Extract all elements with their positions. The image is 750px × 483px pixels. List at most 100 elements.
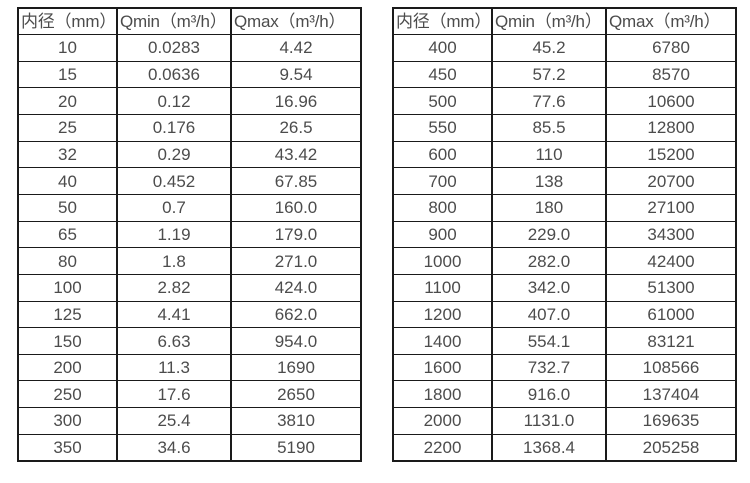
- table-row: 500 77.6 10600: [392, 87, 737, 116]
- table-row: 900 229.0 34300: [392, 220, 737, 249]
- table-cell: 2000: [392, 407, 493, 435]
- table-cell: 424.0: [230, 273, 362, 302]
- table-row: 800 180 27100: [392, 193, 737, 222]
- table-cell: 1400: [392, 327, 493, 355]
- table-row: 2200 1368.4 205258: [392, 433, 737, 462]
- table-cell: 1800: [392, 380, 493, 409]
- table-row: 100 2.82 424.0: [17, 273, 362, 302]
- table-row: 350 34.6 5190: [17, 433, 362, 462]
- col-header-diameter: 内径（mm）: [392, 7, 493, 36]
- table-cell: 83121: [605, 327, 737, 355]
- table-row: 25 0.176 26.5: [17, 114, 362, 142]
- table-cell: 138: [491, 167, 607, 195]
- table-cell: 4.42: [230, 34, 362, 62]
- table-cell: 0.0283: [116, 34, 232, 62]
- table-row: 1600 732.7 108566: [392, 353, 737, 382]
- table-row: 2000 1131.0 169635: [392, 407, 737, 435]
- table-row: 20 0.12 16.96: [17, 87, 362, 116]
- table-body: 10 0.0283 4.42 15 0.0636 9.54 20 0.12 16.96 25 0.1…: [17, 34, 362, 462]
- table-row: 250 17.6 2650: [17, 380, 362, 409]
- table-row: 550 85.5 12800: [392, 114, 737, 142]
- table-cell: 1131.0: [491, 407, 607, 435]
- table-cell: 50: [17, 193, 118, 222]
- table-cell: 125: [17, 300, 118, 329]
- table-cell: 1200: [392, 300, 493, 329]
- table-cell: 5190: [230, 433, 362, 462]
- table-cell: 662.0: [230, 300, 362, 329]
- table-cell: 500: [392, 87, 493, 116]
- table-cell: 100: [17, 273, 118, 302]
- table-cell: 1368.4: [491, 433, 607, 462]
- table-cell: 34300: [605, 220, 737, 249]
- table-cell: 700: [392, 167, 493, 195]
- table-cell: 40: [17, 167, 118, 195]
- table-cell: 0.452: [116, 167, 232, 195]
- table-cell: 342.0: [491, 273, 607, 302]
- table-row: 1800 916.0 137404: [392, 380, 737, 409]
- flow-table-dn10-350: 内径（mm） Qmin（m³/h） Qmax（m³/h） 10 0.0283 4.4…: [17, 7, 362, 462]
- table-row: 700 138 20700: [392, 167, 737, 195]
- col-header-qmin: Qmin（m³/h）: [491, 7, 607, 36]
- table-cell: 282.0: [491, 247, 607, 275]
- table-cell: 34.6: [116, 433, 232, 462]
- table-cell: 9.54: [230, 60, 362, 89]
- table-row: 80 1.8 271.0: [17, 247, 362, 275]
- table-cell: 916.0: [491, 380, 607, 409]
- table-row: 125 4.41 662.0: [17, 300, 362, 329]
- table-row: 32 0.29 43.42: [17, 140, 362, 169]
- table-cell: 42400: [605, 247, 737, 275]
- table-cell: 1.8: [116, 247, 232, 275]
- table-cell: 1.19: [116, 220, 232, 249]
- table-cell: 0.29: [116, 140, 232, 169]
- table-row: 400 45.2 6780: [392, 34, 737, 62]
- table-cell: 2200: [392, 433, 493, 462]
- table-cell: 43.42: [230, 140, 362, 169]
- table-cell: 1600: [392, 353, 493, 382]
- table-cell: 3810: [230, 407, 362, 435]
- table-row: 300 25.4 3810: [17, 407, 362, 435]
- table-cell: 350: [17, 433, 118, 462]
- header-row: 内径（mm） Qmin（m³/h） Qmax（m³/h）: [392, 7, 737, 36]
- table-row: 10 0.0283 4.42: [17, 34, 362, 62]
- table-cell: 300: [17, 407, 118, 435]
- table-row: 1100 342.0 51300: [392, 273, 737, 302]
- table-cell: 17.6: [116, 380, 232, 409]
- table-cell: 61000: [605, 300, 737, 329]
- table-cell: 900: [392, 220, 493, 249]
- col-header-diameter: 内径（mm）: [17, 7, 118, 36]
- table-cell: 169635: [605, 407, 737, 435]
- table-cell: 450: [392, 60, 493, 89]
- table-cell: 0.7: [116, 193, 232, 222]
- table-row: 1200 407.0 61000: [392, 300, 737, 329]
- table-cell: 407.0: [491, 300, 607, 329]
- table-cell: 10600: [605, 87, 737, 116]
- table-cell: 229.0: [491, 220, 607, 249]
- table-cell: 67.85: [230, 167, 362, 195]
- table-cell: 8570: [605, 60, 737, 89]
- table-cell: 150: [17, 327, 118, 355]
- table-cell: 550: [392, 114, 493, 142]
- table-cell: 400: [392, 34, 493, 62]
- table-row: 50 0.7 160.0: [17, 193, 362, 222]
- table-cell: 160.0: [230, 193, 362, 222]
- table-cell: 10: [17, 34, 118, 62]
- table-header: 内径（mm） Qmin（m³/h） Qmax（m³/h）: [17, 7, 362, 36]
- table-header: 内径（mm） Qmin（m³/h） Qmax（m³/h）: [392, 7, 737, 36]
- table-cell: 77.6: [491, 87, 607, 116]
- table-cell: 16.96: [230, 87, 362, 116]
- table-cell: 80: [17, 247, 118, 275]
- table-row: 600 110 15200: [392, 140, 737, 169]
- table-row: 150 6.63 954.0: [17, 327, 362, 355]
- table-row: 200 11.3 1690: [17, 353, 362, 382]
- table-cell: 6.63: [116, 327, 232, 355]
- table-cell: 11.3: [116, 353, 232, 382]
- table-cell: 12800: [605, 114, 737, 142]
- table-cell: 20700: [605, 167, 737, 195]
- table-row: 1000 282.0 42400: [392, 247, 737, 275]
- table-cell: 4.41: [116, 300, 232, 329]
- table-cell: 57.2: [491, 60, 607, 89]
- table-cell: 0.176: [116, 114, 232, 142]
- table-row: 1400 554.1 83121: [392, 327, 737, 355]
- table-cell: 200: [17, 353, 118, 382]
